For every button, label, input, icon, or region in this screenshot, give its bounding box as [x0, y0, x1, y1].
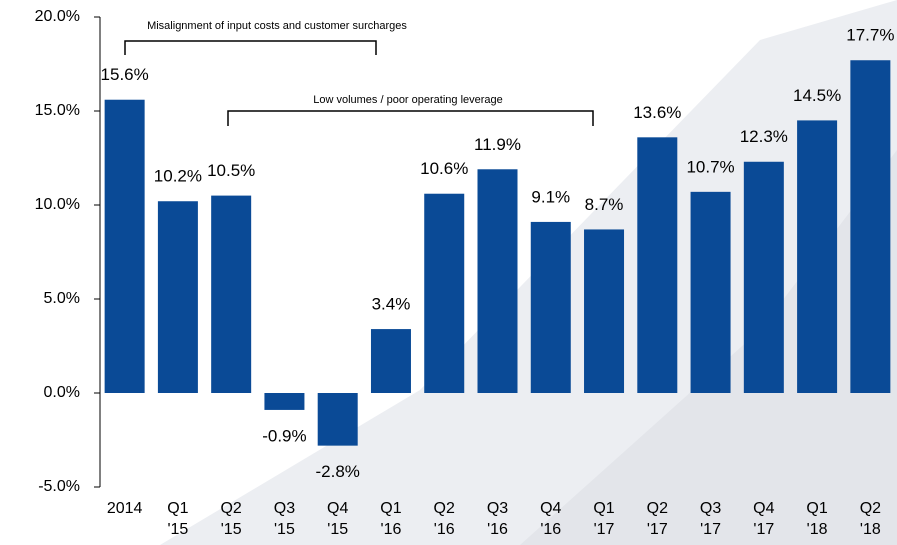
- x-tick-line: Q3: [274, 500, 295, 517]
- x-tick-label: Q3'16: [487, 500, 508, 538]
- x-tick-label: Q2'15: [220, 500, 241, 538]
- value-label: 11.9%: [474, 135, 521, 154]
- x-tick-line: Q4: [540, 500, 561, 517]
- value-label: 10.5%: [207, 161, 255, 180]
- x-tick-line: '16: [381, 521, 402, 538]
- x-tick-line: '15: [221, 521, 242, 538]
- value-label: 8.7%: [585, 195, 624, 214]
- value-label: 13.6%: [633, 103, 681, 122]
- y-tick-label: 0.0%: [44, 384, 80, 401]
- x-tick-label: Q1'15: [167, 500, 188, 538]
- bar: [424, 193, 465, 393]
- bar: [211, 195, 252, 393]
- annotation-bracket: [227, 110, 594, 126]
- x-tick-line: Q1: [806, 500, 827, 517]
- x-tick-line: '15: [327, 521, 348, 538]
- x-tick-label: Q3'15: [274, 500, 295, 538]
- x-tick-line: '18: [807, 521, 828, 538]
- x-tick-line: Q3: [487, 500, 508, 517]
- bar: [743, 161, 784, 393]
- value-label: 10.2%: [154, 167, 202, 186]
- annotation-bracket: [124, 40, 377, 55]
- bar: [370, 329, 411, 393]
- x-tick-line: Q3: [700, 500, 721, 517]
- bar: [530, 221, 571, 393]
- background-swoosh: [520, 150, 897, 545]
- value-label: 17.7%: [846, 26, 894, 45]
- bar: [264, 393, 305, 410]
- value-label: 10.6%: [420, 159, 468, 178]
- value-label: 9.1%: [531, 187, 570, 206]
- bar: [104, 99, 145, 393]
- x-tick-label: Q2'17: [647, 500, 668, 538]
- x-tick-line: Q1: [593, 500, 614, 517]
- x-tick-line: Q2: [647, 500, 668, 517]
- y-tick-label: 5.0%: [44, 290, 80, 307]
- x-tick-line: '17: [700, 521, 721, 538]
- x-tick-line: Q1: [380, 500, 401, 517]
- x-tick-line: '17: [753, 521, 774, 538]
- bar: [317, 393, 358, 446]
- x-tick-line: 2014: [107, 500, 143, 517]
- y-tick-label: 10.0%: [35, 196, 80, 213]
- value-label: 15.6%: [101, 65, 149, 84]
- x-tick-label: Q4'15: [327, 500, 348, 538]
- bar: [850, 60, 891, 394]
- x-tick-label: Q2'18: [860, 500, 881, 538]
- x-tick-line: Q4: [327, 500, 348, 517]
- x-tick-label: Q2'16: [434, 500, 455, 538]
- bar: [797, 120, 838, 394]
- bar: [690, 191, 731, 393]
- x-tick-line: Q2: [434, 500, 455, 517]
- y-tick-label: -5.0%: [38, 478, 80, 495]
- x-tick-line: Q2: [860, 500, 881, 517]
- value-label: 3.4%: [372, 295, 411, 314]
- x-tick-label: Q4'16: [540, 500, 561, 538]
- x-tick-line: '17: [647, 521, 668, 538]
- annotation: Misalignment of input costs and customer…: [147, 20, 407, 32]
- value-label: -2.8%: [315, 462, 359, 481]
- x-tick-label: Q1'16: [380, 500, 401, 538]
- x-tick-line: '15: [167, 521, 188, 538]
- y-tick-label: 20.0%: [35, 8, 80, 25]
- bar: [584, 229, 625, 393]
- x-tick-line: Q2: [220, 500, 241, 517]
- value-label: 12.3%: [740, 127, 788, 146]
- x-tick-line: '17: [594, 521, 615, 538]
- value-label: 10.7%: [686, 157, 734, 176]
- x-tick-label: Q4'17: [753, 500, 774, 538]
- x-tick-label: Q3'17: [700, 500, 721, 538]
- x-tick-line: Q1: [167, 500, 188, 517]
- x-tick-label: Q1'18: [806, 500, 827, 538]
- x-tick-line: '16: [540, 521, 561, 538]
- bar: [637, 137, 678, 393]
- x-tick-line: Q4: [753, 500, 774, 517]
- annotation: Low volumes / poor operating leverage: [313, 94, 503, 106]
- bar: [477, 169, 518, 393]
- x-tick-line: '15: [274, 521, 295, 538]
- x-tick-line: '16: [434, 521, 455, 538]
- value-label: -0.9%: [262, 426, 306, 445]
- x-tick-line: '16: [487, 521, 508, 538]
- bar: [157, 201, 198, 393]
- value-label: 14.5%: [793, 86, 841, 105]
- y-tick-label: 15.0%: [35, 102, 80, 119]
- x-tick-line: '18: [860, 521, 881, 538]
- x-tick-label: Q1'17: [593, 500, 614, 538]
- x-tick-label: 2014: [107, 500, 143, 517]
